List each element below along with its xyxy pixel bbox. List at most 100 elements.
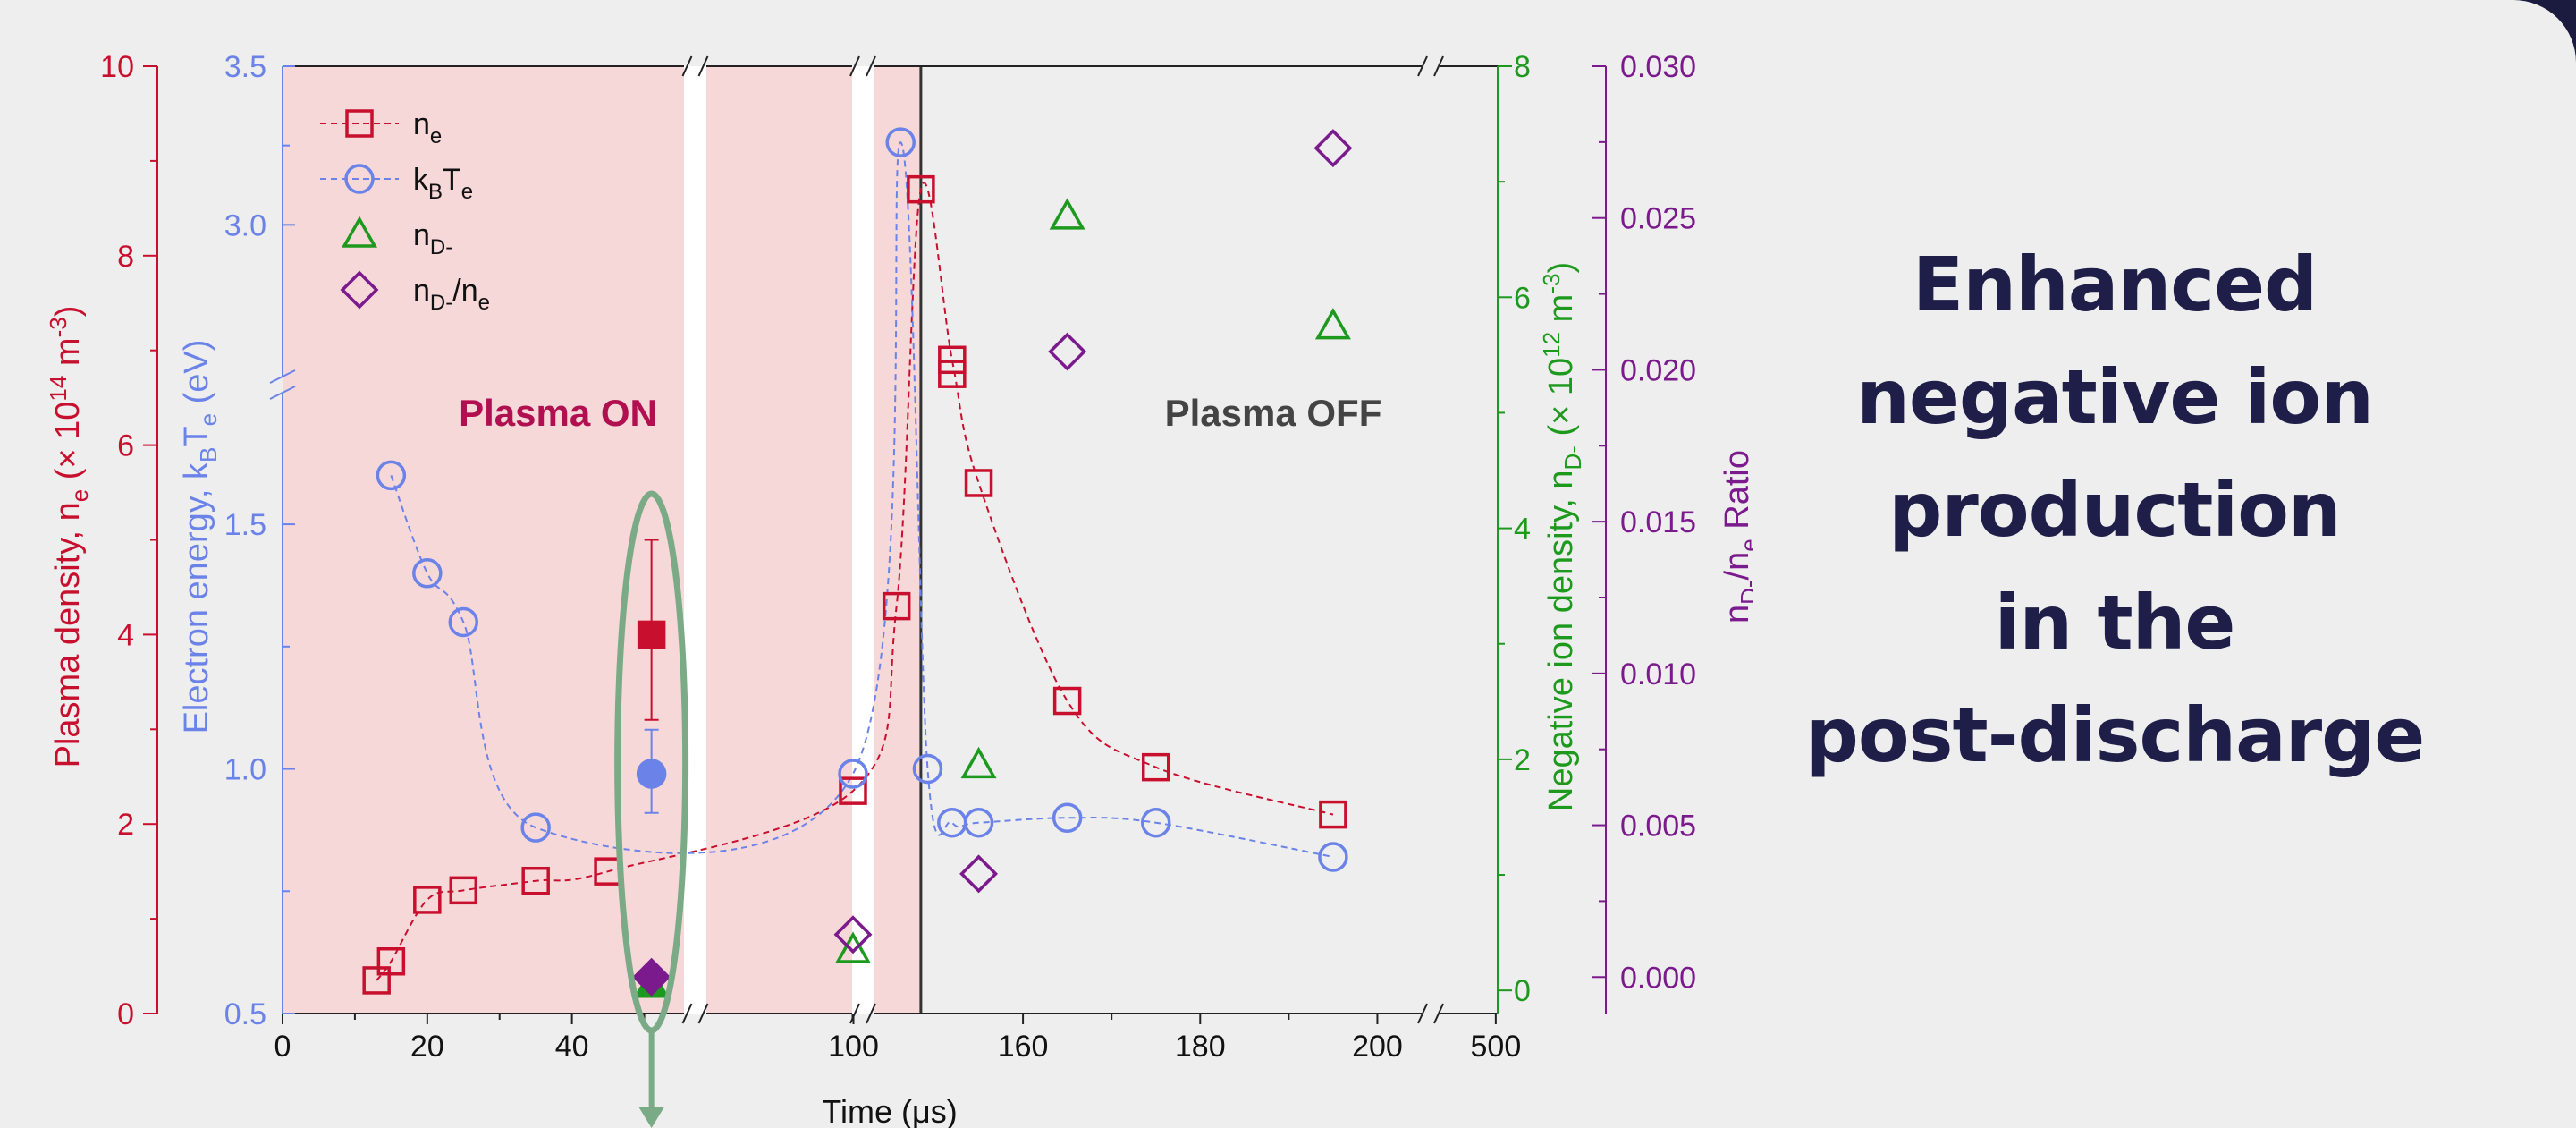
headline-line-3: production <box>1888 466 2341 554</box>
n_e-point <box>1141 752 1170 782</box>
ratio-point <box>833 915 873 954</box>
plasma-on-label: Plasma ON <box>459 392 657 434</box>
n-e-axis-tick-label: 10 <box>100 50 134 84</box>
n_e-point <box>376 947 406 976</box>
legend-label: kBTe <box>413 163 473 204</box>
plasma-on-band-2 <box>706 66 852 1014</box>
plasma-off-label: Plasma OFF <box>1165 392 1382 434</box>
kBTe-point <box>448 606 479 638</box>
headline-line-5: post-discharge <box>1804 691 2426 779</box>
legend-label: nD-/ne <box>413 274 490 315</box>
x-axis-break-mark <box>681 1003 693 1024</box>
kBTe-point <box>1318 842 1348 872</box>
n-e-axis-label-part: 14 <box>45 376 72 402</box>
n_e-point <box>1052 686 1082 716</box>
n-e-axis-tick-label: 2 <box>117 808 134 842</box>
axis-break-gap-2 <box>852 66 874 1014</box>
top-axis-break-mark <box>697 55 709 77</box>
n_e-point <box>964 469 993 497</box>
nd-axis-label-part: (× 10 <box>1542 358 1580 445</box>
nd-axis-label-part: -3 <box>1538 274 1565 294</box>
top-axis-break-mark <box>1433 55 1444 77</box>
legend-label: ne <box>413 107 442 148</box>
nd-axis-tick-label: 6 <box>1514 281 1531 315</box>
x-tick-label: 160 <box>998 1030 1049 1064</box>
ratio-axis-tick-label: 0.020 <box>1620 353 1696 387</box>
n_e-point <box>1319 800 1347 829</box>
legend-label-part: /n <box>452 274 477 308</box>
legend-marker <box>340 270 379 310</box>
ratio-axis-tick-label: 0.005 <box>1620 810 1696 844</box>
ratio-point <box>959 854 999 894</box>
n-e-axis-label-part: m <box>49 337 87 375</box>
legend-label-part: n <box>413 274 430 308</box>
x-axis-break-mark <box>866 1003 876 1024</box>
x-axis-break-mark <box>1433 1003 1444 1024</box>
kbte-axis-tick-label: 1.0 <box>224 753 266 787</box>
nd-axis-label-part: Negative ion density, n <box>1542 470 1580 811</box>
kBTe-point <box>885 127 916 157</box>
n_e-point <box>882 591 911 621</box>
kBTe-point <box>520 812 551 843</box>
x-axis-label: Time (μs) <box>822 1093 957 1128</box>
n_e-point <box>521 866 550 895</box>
n-e-axis-label-part: (× 10 <box>49 402 87 489</box>
headline-line-4: in the <box>1994 579 2236 666</box>
kBTe_filled-point <box>636 759 667 789</box>
kbte-axis-tick-label: 1.5 <box>224 508 266 542</box>
n_e_filled-point <box>637 620 666 649</box>
x-axis-break-mark <box>697 1003 709 1024</box>
ratio-point <box>1048 332 1087 371</box>
kbte-axis-break-mark <box>269 386 296 400</box>
kbte-axis-tick-label: 3.5 <box>224 50 266 84</box>
n-e-axis-label-part: Plasma density, n <box>49 502 87 768</box>
x-tick-label: 20 <box>410 1030 444 1064</box>
kbte-axis-label-part: T <box>178 426 215 446</box>
n_e-point <box>938 345 967 375</box>
x-tick-label: 200 <box>1352 1030 1403 1064</box>
legend-marker <box>345 109 374 138</box>
top-axis-break-mark <box>866 55 876 77</box>
ratio-axis-tick-label: 0.010 <box>1620 657 1696 691</box>
nd-axis-tick-label: 0 <box>1514 974 1531 1008</box>
kBTe-guide-curve <box>390 141 1334 858</box>
kbte-axis-label-part: B <box>195 447 222 462</box>
n-e-axis-label-part: e <box>66 489 93 502</box>
n-e-axis-label-part: ) <box>49 306 87 318</box>
kbte-axis-break-mark <box>269 369 296 384</box>
ratio-axis-tick-label: 0.015 <box>1620 505 1696 539</box>
ratio-axis-label-part: D- <box>1736 580 1753 604</box>
top-axis-break-mark <box>681 55 693 77</box>
ratio-axis-label-part: /n <box>1719 552 1753 581</box>
ratio-point <box>1313 129 1353 168</box>
ratio-axis-label-part: e <box>1736 539 1753 551</box>
legend-label-part: T <box>443 163 461 197</box>
ratio-axis-label-part: Ratio <box>1719 450 1753 539</box>
n_e-point <box>413 886 442 914</box>
legend-label-part: k <box>413 163 429 197</box>
n-e-axis-label-part: -3 <box>45 317 72 337</box>
nd-axis-label-part: m <box>1542 294 1580 332</box>
kBTe-point <box>376 460 407 491</box>
kbte-axis-tick-label: 0.5 <box>224 997 266 1031</box>
ratio-axis-label-part: n <box>1719 605 1753 623</box>
nd-axis-tick-label: 8 <box>1514 50 1531 84</box>
n-e-axis-tick-label: 0 <box>117 997 134 1031</box>
top-axis-break-mark <box>849 55 860 77</box>
legend-label-part: n <box>413 218 430 252</box>
headline-line-1: Enhanced <box>1912 241 2318 328</box>
nd-axis-label-part: D- <box>1559 445 1586 470</box>
kbte-axis-label: Electron energy, kBTe (eV) <box>178 340 222 734</box>
x-tick-label: 180 <box>1175 1030 1226 1064</box>
n_e-point <box>938 360 967 388</box>
n_e-point <box>839 776 867 805</box>
kBTe-point <box>1140 807 1171 838</box>
legend-marker <box>341 216 378 248</box>
n-e-axis-tick-label: 6 <box>117 429 134 463</box>
kBTe-point <box>838 759 868 789</box>
nd-axis-tick-label: 2 <box>1514 743 1531 777</box>
nd-axis-label: Negative ion density, nD- (× 1012 m-3) <box>1538 262 1586 811</box>
legend-label-part: e <box>461 180 473 204</box>
n-e-axis-tick-label: 4 <box>117 618 134 652</box>
